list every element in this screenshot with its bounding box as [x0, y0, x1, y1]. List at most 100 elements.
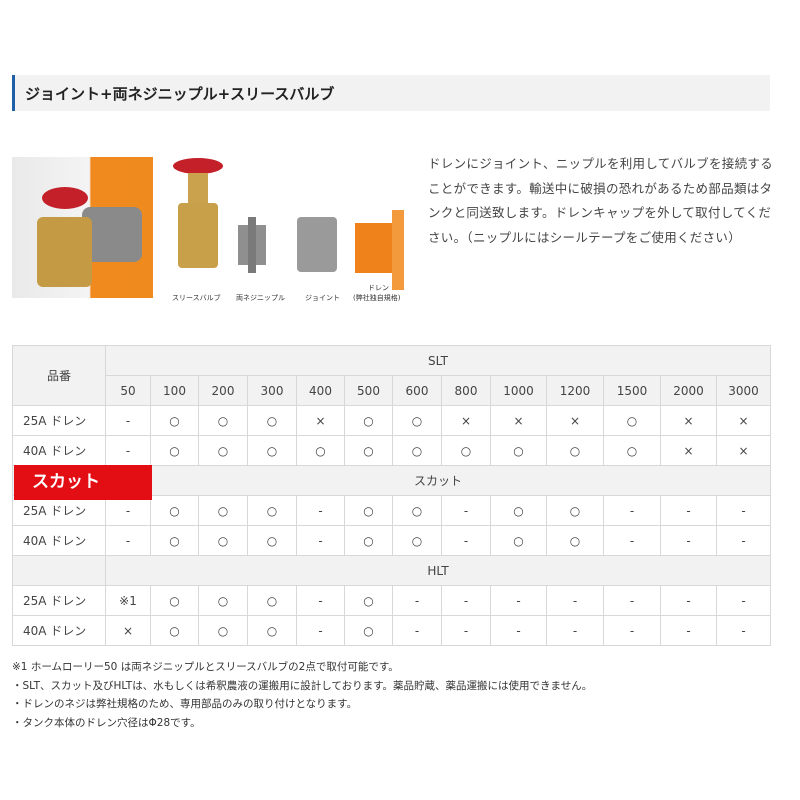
size-header: 400 [296, 375, 345, 406]
size-header: 600 [392, 375, 442, 406]
table-cell: ○ [247, 585, 297, 616]
table-cell: × [660, 435, 717, 466]
table-row: 25A ドレン - ○ ○ ○ × ○ ○ × × × ○ × × [12, 405, 772, 436]
table-cell: - [296, 585, 345, 616]
note: ・ドレンのネジは弊社規格のため、専用部品のみの取り付けとなります。 [12, 698, 358, 710]
label-sluice-valve: スリースバルブ [172, 294, 221, 302]
size-header: 1200 [546, 375, 604, 406]
table-cell: × [441, 405, 491, 436]
table-cell: - [296, 495, 345, 526]
row-label: 40A ドレン [12, 525, 106, 556]
parts-diagram: スリースバルブ 両ネジニップル ジョイント ドレン (弊社独自規格) [170, 155, 415, 305]
size-header: 200 [198, 375, 248, 406]
table-cell: ○ [603, 405, 661, 436]
table-cell: × [715, 405, 772, 436]
section-title: ジョイント+両ネジニップル+スリースバルブ [25, 85, 335, 103]
table-cell: - [105, 405, 151, 436]
table-cell: ○ [344, 585, 393, 616]
table-cell: × [490, 405, 547, 436]
table-cell: ○ [150, 405, 199, 436]
table-cell: ○ [344, 615, 393, 646]
table-cell: ○ [198, 435, 248, 466]
row-label: 25A ドレン [12, 585, 106, 616]
table-cell: - [441, 585, 491, 616]
label-drain: ドレン [368, 284, 389, 292]
size-header: 500 [344, 375, 393, 406]
table-cell: - [715, 495, 772, 526]
table-cell: - [603, 495, 661, 526]
size-header: 1000 [490, 375, 547, 406]
table-cell: - [392, 615, 442, 646]
size-header: 50 [105, 375, 151, 406]
table-cell: ○ [392, 435, 442, 466]
group-header-row: HLT [12, 555, 772, 586]
table-cell: - [296, 615, 345, 646]
table-row: 25A ドレン - ○ ○ ○ - ○ ○ - ○ ○ - - - [12, 495, 772, 526]
table-cell: - [660, 585, 717, 616]
table-cell: - [441, 525, 491, 556]
table-cell: ○ [392, 525, 442, 556]
table-cell: ○ [247, 405, 297, 436]
table-cell: ○ [344, 405, 393, 436]
table-cell: ○ [150, 585, 199, 616]
row-label: 25A ドレン [12, 495, 106, 526]
table-cell: - [105, 525, 151, 556]
note: ・タンク本体のドレン穴径はΦ28です。 [12, 716, 201, 729]
table-cell: ○ [546, 525, 604, 556]
red-tag: スカット [14, 465, 152, 500]
table-cell: ○ [344, 435, 393, 466]
row-label: 40A ドレン [12, 435, 106, 466]
table-cell: ○ [546, 435, 604, 466]
table-cell: ○ [490, 525, 547, 556]
table-cell: - [441, 615, 491, 646]
table-cell: × [296, 405, 345, 436]
table-row: 40A ドレン - ○ ○ ○ ○ ○ ○ ○ ○ ○ ○ × × [12, 435, 772, 466]
notes: ※1 ホームローリー50 は両ネジニップルとスリースバルブの2点で取付可能です。… [12, 658, 592, 732]
size-header: 800 [441, 375, 491, 406]
table-cell: × [660, 405, 717, 436]
table-cell: ○ [344, 495, 393, 526]
table-cell: ○ [150, 435, 199, 466]
size-header: 3000 [715, 375, 772, 406]
table-row: 25A ドレン ※1 ○ ○ ○ - ○ - - - - - - - [12, 585, 772, 616]
table-cell: - [490, 615, 547, 646]
table-cell: - [603, 585, 661, 616]
table-cell: ○ [296, 435, 345, 466]
table-cell: - [603, 525, 661, 556]
label-joint: ジョイント [305, 294, 340, 302]
section-header: ジョイント+両ネジニップル+スリースバルブ [12, 75, 770, 111]
label-drain-note: (弊社独自規格) [353, 294, 401, 302]
size-header: 1500 [603, 375, 661, 406]
note: ・SLT、スカット及びHLTは、水もしくは希釈農液の運搬用に設計しております。薬… [12, 679, 593, 692]
table-cell: ※1 [105, 585, 151, 616]
table-cell: - [546, 615, 604, 646]
table-cell: ○ [198, 585, 248, 616]
table-cell: - [546, 585, 604, 616]
table-cell: ○ [150, 495, 199, 526]
table-cell: ○ [344, 525, 393, 556]
row-label: 40A ドレン [12, 615, 106, 646]
table-cell: ○ [490, 435, 547, 466]
table-cell: × [546, 405, 604, 436]
size-header: 100 [150, 375, 199, 406]
table-cell: ○ [198, 495, 248, 526]
table-cell: - [660, 615, 717, 646]
table-cell: - [715, 615, 772, 646]
table-cell: ○ [247, 435, 297, 466]
label-nipple: 両ネジニップル [236, 294, 285, 302]
table-cell: - [715, 525, 772, 556]
table-cell: ○ [247, 495, 297, 526]
table-cell: - [715, 585, 772, 616]
table-cell: ○ [198, 405, 248, 436]
table-cell: - [105, 495, 151, 526]
table-cell: ○ [490, 495, 547, 526]
group-name: スカット [104, 465, 772, 496]
table-cell: - [660, 495, 717, 526]
table-cell: - [105, 435, 151, 466]
group-name: HLT [104, 555, 772, 586]
table-cell: ○ [392, 495, 442, 526]
group-name: SLT [104, 345, 772, 376]
valve-installed-photo [12, 157, 153, 298]
size-header-row: 50 100 200 300 400 500 600 800 1000 1200 1500 2000 3… [13, 375, 772, 406]
size-header: 300 [247, 375, 297, 406]
